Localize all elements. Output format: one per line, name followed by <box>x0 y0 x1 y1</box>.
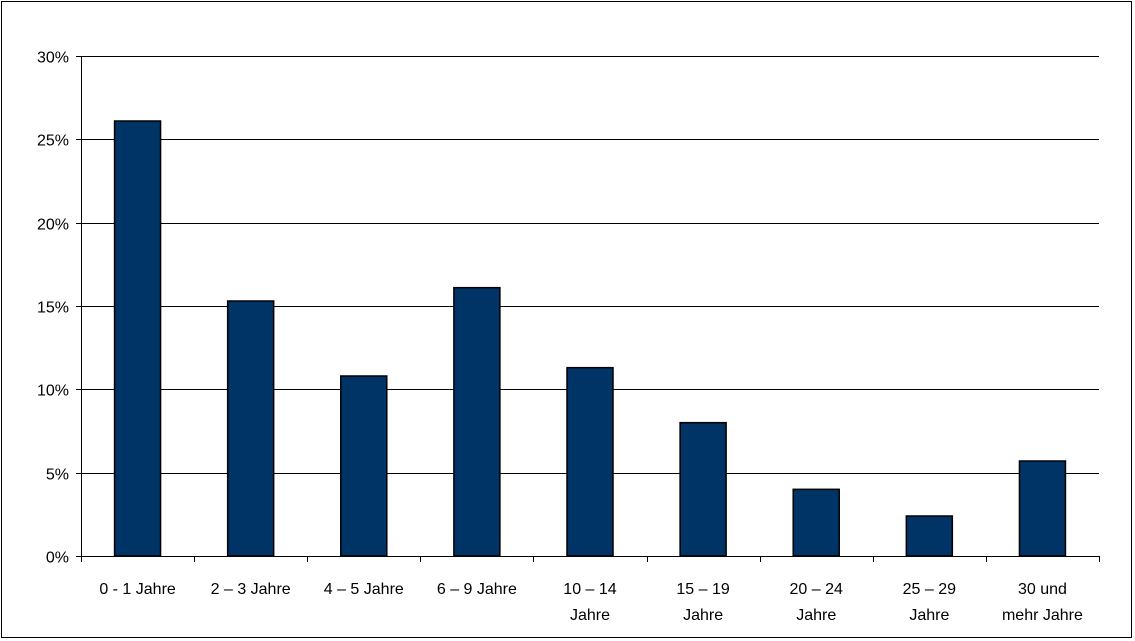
y-tick-label: 30% <box>37 50 69 67</box>
x-tick-label: 10 – 14 Jahre <box>563 581 616 624</box>
bar <box>905 515 954 557</box>
bar <box>566 366 614 557</box>
bar <box>113 120 162 557</box>
axes <box>76 56 1100 562</box>
tick-labels: 0% 5% 10% 15% 20% 25% 30% 0 - 1 Jahre 2 – 3 Jahr… <box>37 50 1083 625</box>
x-tick-label: 20 – 24 Jahre <box>790 581 843 624</box>
bars <box>113 120 1067 557</box>
bar <box>679 421 727 557</box>
bar <box>1018 460 1067 557</box>
bar <box>226 300 275 557</box>
y-tick-label: 25% <box>37 133 69 150</box>
x-tick-label: 30 und mehr Jahre <box>1002 581 1083 624</box>
y-tick-label: 20% <box>37 217 69 234</box>
x-tick-label: 6 – 9 Jahre <box>437 581 517 598</box>
x-tick-label: 15 – 19 Jahre <box>676 581 729 624</box>
y-tick-label: 0% <box>46 550 69 567</box>
x-tick-label: 0 - 1 Jahre <box>99 581 176 598</box>
bar <box>340 375 388 557</box>
bar <box>453 286 501 557</box>
x-tick-label: 4 – 5 Jahre <box>324 581 404 598</box>
y-tick-label: 10% <box>37 383 69 400</box>
y-tick-label: 15% <box>37 300 69 317</box>
bar <box>792 488 840 557</box>
y-tick-label: 5% <box>46 467 69 484</box>
x-tick-label: 25 – 29 Jahre <box>903 581 956 624</box>
x-tick-label: 2 – 3 Jahre <box>211 581 291 598</box>
